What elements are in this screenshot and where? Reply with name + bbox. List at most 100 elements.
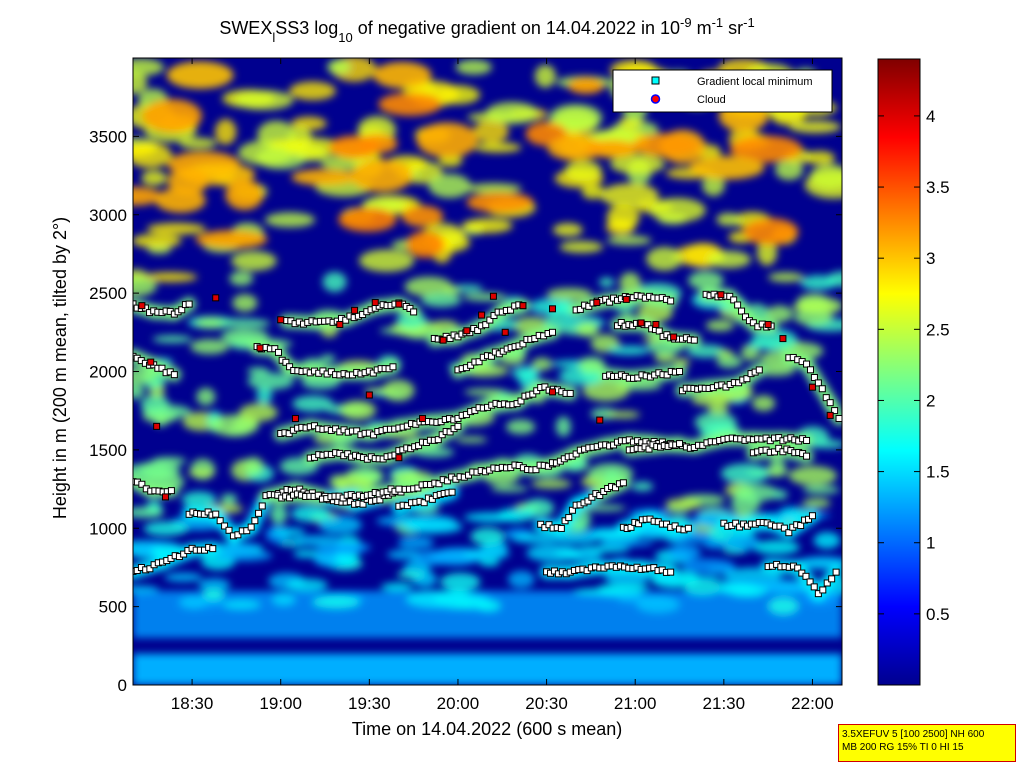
cloud-marker [593,299,601,307]
y-tick-label: 3500 [89,127,127,146]
heat-blob [791,303,836,312]
x-tick-label: 18:30 [171,694,214,713]
cloud-marker [637,319,645,327]
gradient-minimum-marker [814,590,822,598]
title-part: m [692,18,712,38]
heat-blob [430,320,459,333]
gradient-minimum-marker [806,366,814,374]
heat-blob [247,372,295,390]
title-part: l [272,30,275,45]
heat-blob [195,317,227,329]
gradient-minimum-marker [738,307,746,315]
cloud-marker [138,302,146,310]
heat-strong-patch [338,207,397,232]
heat-blob [809,164,842,190]
heat-blob [271,527,306,537]
gradient-minimum-marker [507,306,515,314]
heat-blob [439,572,481,591]
gradient-minimum-marker [158,364,166,372]
heat-blob [270,504,288,525]
gradient-minimum-marker [420,499,428,507]
heat-blob [264,212,316,228]
heat-blob [733,484,779,502]
y-axis-label: Height in m (200 m mean, tilted by 2°) [50,217,70,519]
title-part: -1 [712,15,724,30]
heat-blob [511,533,564,544]
heat-blob [751,328,798,351]
heat-blob [179,595,207,610]
gradient-minimum-marker [663,371,671,379]
heat-blob [473,120,509,144]
heat-blob [164,572,203,582]
heat-blob [141,170,167,186]
colorbar-tick-label: 0.5 [926,605,950,624]
gradient-minimum-marker [146,565,154,573]
heat-blob [637,302,673,323]
cloud-marker [161,493,169,501]
heat-blob [312,595,360,609]
cloud-marker [622,295,630,303]
heat-blob [181,491,217,507]
heat-blob [476,600,501,612]
marker-layer [133,290,842,598]
cloud-marker [808,383,816,391]
heat-blob [688,271,724,290]
heat-strong-patch [742,218,799,246]
gradient-minimum-marker [588,493,596,501]
y-tick-label: 2500 [89,284,127,303]
gradient-minimum-marker [617,319,625,327]
gradient-minimum-marker [389,363,397,371]
gradient-minimum-marker [395,485,403,493]
gradient-minimum-marker [797,522,805,530]
heat-blob [804,151,836,165]
heat-blob [470,527,505,546]
heat-strong-patch [328,135,381,159]
chart-title: SWEXlSS3 log10 of negative gradient on 1… [219,15,754,45]
heat-blob [133,275,157,297]
gradient-minimum-marker [566,389,574,397]
gradient-minimum-marker [133,300,137,308]
heat-blob [292,395,334,412]
y-tick-label: 3000 [89,206,127,225]
gradient-minimum-marker [831,407,839,415]
heat-blob [438,154,463,168]
heat-blob [772,489,788,500]
gradient-minimum-marker [410,308,418,316]
gradient-minimum-marker [726,292,734,300]
heat-blob [474,142,522,153]
heat-blob [461,218,513,234]
gradient-minimum-marker [803,436,811,444]
heat-strong-patch [142,98,202,133]
gradient-minimum-marker [486,316,494,324]
heat-blob [290,535,345,547]
heat-blob [706,250,752,269]
heat-blob [802,498,831,508]
y-axis: 0 500 1000 1500 2000 2500 3000 3500 [89,127,842,695]
heat-blob [320,354,336,363]
gradient-minimum-marker [612,484,620,492]
heat-blob [599,540,654,547]
y-tick-label: 1500 [89,441,127,460]
heat-blob [333,542,372,552]
gradient-minimum-marker [532,466,540,474]
heat-blob [463,547,510,560]
gradient-minimum-marker [216,517,224,525]
gradient-minimum-marker [676,440,684,448]
cloud-marker [463,327,471,335]
heat-blob [756,239,778,266]
legend: Gradient local minimum Cloud [612,69,833,113]
heat-blob [597,588,643,597]
cloud-marker [826,411,834,419]
cloud-marker [596,416,604,424]
heat-blob [686,344,727,358]
cloud-marker [212,294,220,302]
heat-blob [339,400,377,420]
gradient-minimum-marker [255,509,263,517]
heat-blob [221,600,261,610]
heat-blob [202,588,225,601]
heat-blob [397,536,434,549]
heat-strong-patch [586,140,639,158]
x-axis-label: Time on 14.04.2022 (600 s mean) [352,719,623,739]
gradient-minimum-marker [180,550,188,558]
heat-blob [359,249,415,273]
